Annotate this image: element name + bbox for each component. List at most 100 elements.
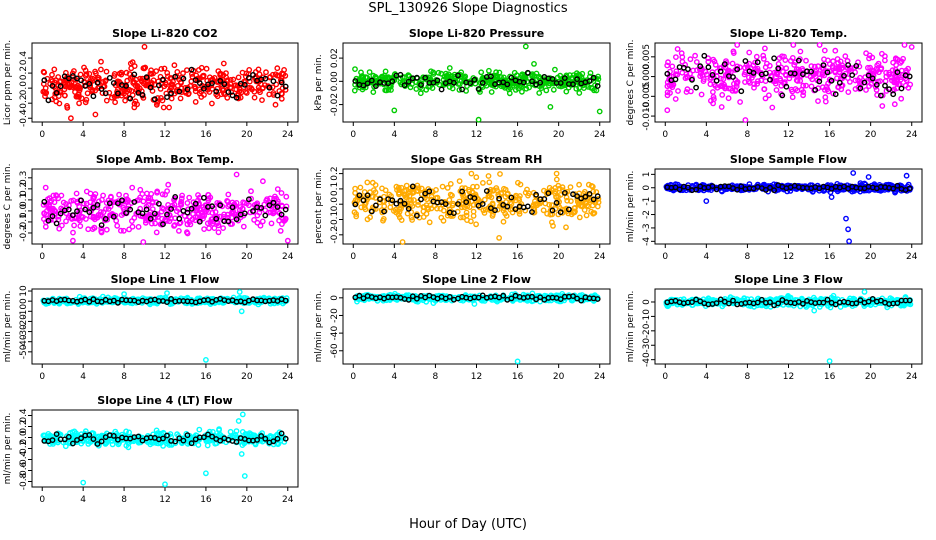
data-point xyxy=(269,84,276,91)
data-point xyxy=(245,75,252,81)
data-point xyxy=(524,69,531,76)
data-point xyxy=(151,210,158,217)
data-point xyxy=(229,221,236,227)
y-tick-label: 0 xyxy=(330,295,340,301)
data-point xyxy=(201,92,207,98)
data-point xyxy=(447,191,454,198)
data-point xyxy=(51,66,58,73)
data-point xyxy=(718,104,725,110)
data-point xyxy=(198,64,205,71)
data-point xyxy=(191,83,198,90)
x-tick-label: 12 xyxy=(471,372,482,382)
data-point xyxy=(177,95,184,102)
data-point xyxy=(53,220,60,227)
data-point xyxy=(869,54,876,61)
x-tick-label: 12 xyxy=(159,130,170,140)
data-point xyxy=(758,77,765,84)
data-point xyxy=(512,206,519,213)
data-point xyxy=(372,189,379,196)
data-point xyxy=(160,104,167,111)
y-tick-label: -30 xyxy=(19,324,29,339)
data-point xyxy=(508,194,515,201)
data-point xyxy=(98,228,105,235)
data-point xyxy=(206,225,212,232)
data-point xyxy=(71,222,78,229)
data-point xyxy=(196,218,203,225)
data-point xyxy=(379,185,385,192)
data-point xyxy=(41,198,48,205)
data-point xyxy=(730,50,737,56)
data-point xyxy=(270,199,277,206)
data-point xyxy=(789,94,796,101)
data-point xyxy=(258,204,265,211)
chart-panel-3: Slope Li-820 Temp.0 4 8 12 16 20 24-0.010-0.00… xyxy=(626,27,923,140)
data-point xyxy=(82,99,89,106)
data-point xyxy=(242,89,249,95)
data-point xyxy=(444,184,451,191)
data-point xyxy=(82,67,89,74)
data-point xyxy=(106,200,113,207)
data-point xyxy=(553,193,559,200)
data-point xyxy=(847,79,853,85)
data-point xyxy=(745,78,752,85)
x-tick-label: 8 xyxy=(745,372,751,382)
data-point xyxy=(450,79,457,86)
data-point xyxy=(420,214,427,220)
chart-panel-4: Slope Amb. Box Temp.0 4 8 12 16 20 24-0.2-0.10… xyxy=(3,153,299,262)
data-point xyxy=(583,212,590,219)
data-point xyxy=(364,192,371,199)
data-point xyxy=(828,77,835,84)
data-point xyxy=(590,74,597,81)
y-tick-label: -1 xyxy=(642,197,652,206)
data-point xyxy=(220,225,227,232)
data-point xyxy=(487,73,494,80)
data-point xyxy=(585,203,592,210)
data-point xyxy=(65,75,72,82)
data-point xyxy=(700,187,707,194)
data-point xyxy=(184,200,191,206)
data-point xyxy=(143,74,150,81)
data-point xyxy=(261,201,268,208)
data-point xyxy=(689,76,695,83)
data-point xyxy=(103,226,110,233)
data-point xyxy=(413,74,420,81)
x-tick-label: 24 xyxy=(906,372,918,382)
page-title: SPL_130926 Slope Diagnostics xyxy=(368,1,568,16)
x-tick-label: 16 xyxy=(200,372,212,382)
y-tick-label: -20 xyxy=(19,314,29,329)
data-point xyxy=(456,178,463,185)
x-tick-label: 0 xyxy=(39,495,45,505)
data-point xyxy=(865,72,872,79)
x-tick-label: 24 xyxy=(906,252,918,262)
data-point xyxy=(486,79,493,86)
outlier-point xyxy=(399,239,406,245)
data-point xyxy=(154,189,160,196)
data-point xyxy=(46,201,52,208)
data-point xyxy=(676,186,683,193)
data-point xyxy=(47,199,53,206)
data-point xyxy=(510,82,516,89)
data-point xyxy=(552,190,558,197)
data-point xyxy=(361,204,368,211)
data-point xyxy=(694,67,700,74)
data-point xyxy=(98,222,105,229)
data-point xyxy=(278,79,285,86)
data-point xyxy=(692,52,698,59)
data-point xyxy=(577,72,583,79)
data-point xyxy=(216,426,223,432)
data-point xyxy=(172,193,179,200)
series-black xyxy=(664,52,913,99)
x-tick-label: 8 xyxy=(121,252,127,262)
data-point xyxy=(164,211,170,218)
data-point xyxy=(71,68,77,74)
x-tick-label: 8 xyxy=(121,495,127,505)
data-point xyxy=(256,71,263,78)
data-point xyxy=(77,71,84,78)
data-point xyxy=(426,188,433,195)
data-point xyxy=(240,223,247,230)
data-point xyxy=(201,226,208,233)
x-tick-label: 4 xyxy=(80,372,86,382)
data-point xyxy=(517,181,524,188)
data-point xyxy=(421,204,428,211)
data-point xyxy=(486,193,493,199)
